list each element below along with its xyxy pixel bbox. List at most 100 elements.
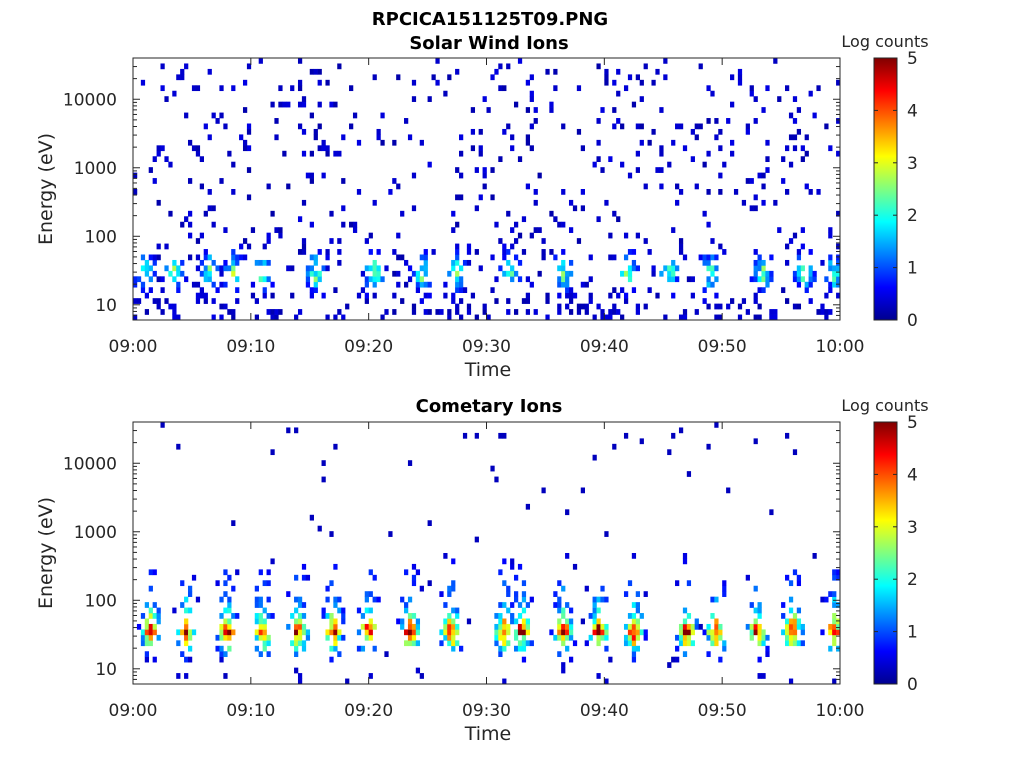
spectrogram-cell <box>294 651 299 658</box>
spectrogram-cell <box>659 270 664 277</box>
spectrogram-cell <box>333 596 338 603</box>
spectrogram-cell <box>455 623 460 630</box>
spectrogram-cell <box>690 629 695 636</box>
spectrogram-cell <box>455 259 460 266</box>
spectrogram-cell <box>148 585 153 592</box>
spectrogram-cell <box>242 79 248 86</box>
spectrogram-cell <box>600 623 605 630</box>
spectrogram-cell <box>333 443 338 450</box>
spectrogram-cell <box>309 150 314 157</box>
spectrogram-cell <box>525 134 531 141</box>
spectrogram-cell <box>152 629 157 636</box>
spectrogram-cell <box>565 281 570 288</box>
spectrogram-cell <box>313 68 318 75</box>
spectrogram-cell <box>321 613 326 619</box>
spectrogram-cell <box>753 270 758 277</box>
spectrogram-cell <box>741 298 747 304</box>
spectrogram-cell <box>678 123 684 130</box>
spectrogram-cell <box>714 623 719 630</box>
spectrogram-cell <box>368 591 373 597</box>
spectrogram-cell <box>451 629 456 636</box>
spectrogram-cell <box>510 558 515 565</box>
spectrogram-cell <box>635 150 640 157</box>
spectrogram-cell <box>317 145 322 152</box>
spectrogram-cell <box>828 254 833 261</box>
spectrogram-cell <box>796 303 802 310</box>
spectrogram-cell <box>678 634 684 641</box>
spectrogram-cell <box>765 85 770 92</box>
spectrogram-cell <box>309 292 314 299</box>
spectrogram-cell <box>663 74 668 81</box>
spectrogram-cell <box>557 303 562 310</box>
spectrogram-cell <box>800 265 805 272</box>
spectrogram-cell <box>462 287 468 294</box>
spectrogram-cell <box>282 150 287 157</box>
spectrogram-cell <box>144 259 150 266</box>
spectrogram-cell <box>568 607 574 614</box>
spectrogram-cell <box>753 205 758 212</box>
spectrogram-cell <box>301 238 307 244</box>
spectrogram-cell <box>796 623 802 630</box>
spectrogram-cell <box>455 287 460 294</box>
spectrogram-cell <box>557 265 562 272</box>
spectrogram-cell <box>407 276 413 283</box>
spectrogram-cell <box>443 90 448 97</box>
spectrogram-cell <box>278 232 283 239</box>
spectrogram-cell <box>223 580 228 587</box>
spectrogram-cell <box>521 591 527 597</box>
spectrogram-cell <box>494 623 499 630</box>
spectrogram-cell <box>557 596 562 603</box>
spectrogram-cell <box>561 607 566 614</box>
spectrogram-cell <box>470 145 476 152</box>
spectrogram-cell <box>376 276 381 283</box>
spectrogram-cell <box>274 134 279 141</box>
spectrogram-cell <box>207 254 212 261</box>
spectrogram-cell <box>270 314 275 320</box>
spectrogram-cell <box>313 270 318 277</box>
spectrogram-cell <box>643 634 648 641</box>
spectrogram-cell <box>568 634 574 641</box>
spectrogram-cell <box>761 634 766 641</box>
spectrogram-cell <box>537 172 542 179</box>
spectrogram-cell <box>372 596 377 603</box>
spectrogram-cell <box>297 613 303 619</box>
spectrogram-cell <box>694 618 699 625</box>
spectrogram-cell <box>231 270 236 277</box>
spectrogram-cell <box>368 276 373 283</box>
spectrogram-cell <box>568 259 574 266</box>
spectrogram-cell <box>502 629 507 636</box>
spectrogram-cell <box>144 292 150 299</box>
spectrogram-cell <box>506 249 511 255</box>
spectrogram-cell <box>753 623 758 630</box>
spectrogram-cell <box>333 640 338 647</box>
spectrogram-cell <box>757 613 762 619</box>
spectrogram-cell <box>529 90 534 97</box>
spectrogram-cell <box>337 249 342 255</box>
spectrogram-cell <box>207 270 212 277</box>
spectrogram-cell <box>631 101 637 108</box>
spectrogram-cell <box>753 96 758 102</box>
spectrogram-cell <box>309 112 314 119</box>
spectrogram-cell <box>156 150 161 157</box>
spectrogram-cell <box>333 150 338 157</box>
spectrogram-cell <box>266 634 271 641</box>
spectrogram-cell <box>223 623 228 630</box>
spectrogram-cell <box>455 613 460 619</box>
spectrogram-cell <box>455 249 460 255</box>
spectrogram-cell <box>140 640 146 647</box>
spectrogram-cell <box>765 651 770 658</box>
spectrogram-cell <box>372 259 377 266</box>
spectrogram-cell <box>290 613 295 619</box>
spectrogram-cell <box>678 314 684 320</box>
spectrogram-cell <box>690 276 695 283</box>
spectrogram-cell <box>714 292 719 299</box>
spectrogram-cell <box>164 156 169 163</box>
spectrogram-cell <box>730 101 735 108</box>
spectrogram-cell <box>301 243 307 250</box>
spectrogram-cell <box>792 569 798 576</box>
spectrogram-cell <box>462 259 468 266</box>
spectrogram-cell <box>796 254 802 261</box>
spectrogram-cell <box>329 210 334 217</box>
spectrogram-cell <box>144 629 150 636</box>
spectrogram-cell <box>580 487 585 494</box>
